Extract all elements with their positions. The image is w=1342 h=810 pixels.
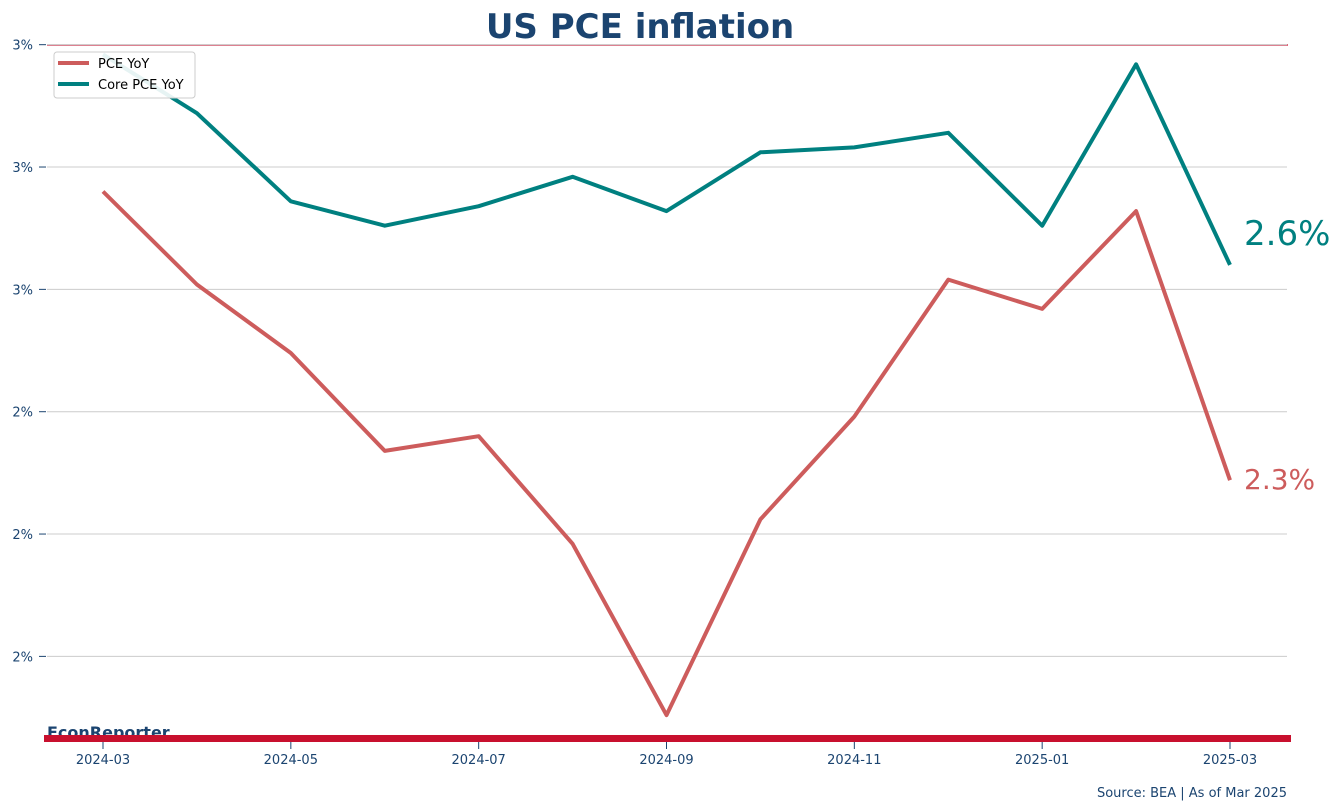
series-line-1 — [101, 190, 1232, 718]
y-tick-label: 2% — [12, 528, 33, 543]
x-tick-label: 2024-11 — [827, 753, 881, 768]
x-axis: 2024-03 2024-05 2024-07 2024-09 2024-11 2025-… — [76, 742, 1257, 768]
legend-label-1: PCE YoY — [98, 57, 149, 72]
legend-box — [53, 51, 196, 99]
end-value-label-1: 2.3% — [1244, 463, 1315, 496]
x-tick-label: 2024-09 — [639, 753, 693, 768]
x-tick-label: 2024-05 — [264, 753, 318, 768]
series-line-2 — [101, 52, 1232, 266]
x-tick-label: 2025-03 — [1203, 753, 1257, 768]
y-tick-label: 3% — [12, 161, 33, 176]
x-tick-label: 2024-07 — [452, 753, 506, 768]
y-tick-label: 2% — [12, 650, 33, 665]
legend: PCE YoY Core PCE YoY — [53, 51, 196, 99]
x-tick-label: 2024-03 — [76, 753, 130, 768]
footer-rule — [44, 735, 1291, 742]
y-tick-label: 3% — [12, 283, 33, 298]
end-value-label-2: 2.6% — [1244, 214, 1330, 254]
legend-label-2: Core PCE YoY — [98, 78, 184, 93]
x-tick-label: 2025-01 — [1015, 753, 1069, 768]
y-tick-label: 3% — [12, 39, 33, 54]
grid-lines — [47, 44, 1287, 657]
end-labels: 2.3% 2.6% — [1244, 214, 1330, 496]
series-lines — [101, 52, 1232, 718]
source-note: Source: BEA | As of Mar 2025 — [1097, 786, 1287, 801]
y-axis: 2% 2% 2% 3% 3% 3% — [12, 39, 46, 665]
chart-title: US PCE inflation — [486, 7, 794, 47]
y-tick-label: 2% — [12, 406, 33, 421]
